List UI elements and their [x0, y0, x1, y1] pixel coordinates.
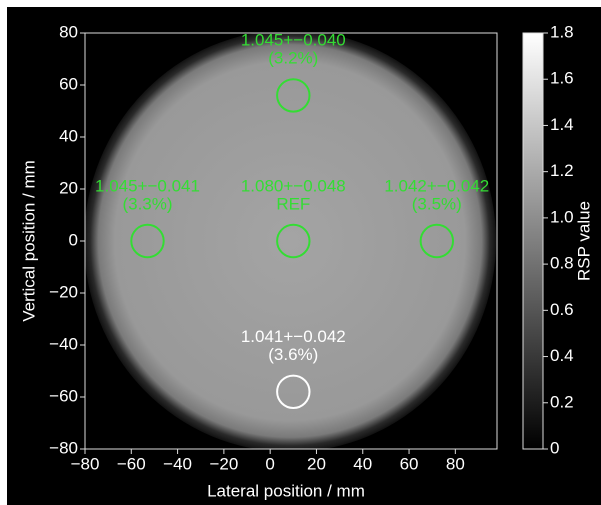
x-tick-label: 20 — [307, 454, 326, 473]
x-tick-label: 40 — [353, 454, 372, 473]
x-axis-label: Lateral position / mm — [207, 481, 365, 500]
x-tick-label: −20 — [209, 454, 238, 473]
roi-note: (3.2%) — [268, 49, 318, 68]
y-tick-label: 80 — [59, 22, 78, 41]
y-tick-label: 20 — [59, 178, 78, 197]
x-tick-label: 80 — [446, 454, 465, 473]
colorbar-tick-label: 1.4 — [550, 115, 574, 134]
y-axis-label: Vertical position / mm — [19, 160, 38, 322]
colorbar — [523, 33, 543, 449]
chart: Lateral position / mm Vertical position … — [0, 0, 601, 505]
y-tick-label: 60 — [59, 74, 78, 93]
roi-value: 1.041+−0.042 — [241, 327, 346, 346]
colorbar-tick-label: 1.8 — [550, 22, 574, 41]
colorbar-tick-label: 0.6 — [550, 300, 574, 319]
roi-note: REF — [276, 194, 310, 213]
colorbar-label: RSP value — [574, 201, 593, 281]
x-tick-label: −60 — [117, 454, 146, 473]
x-tick-label: 60 — [400, 454, 419, 473]
colorbar-tick-label: 0.2 — [550, 392, 574, 411]
y-tick-label: 40 — [59, 126, 78, 145]
colorbar-tick-label: 1.2 — [550, 161, 574, 180]
colorbar-tick-label: 0.4 — [550, 346, 574, 365]
roi-value: 1.045+−0.041 — [95, 176, 200, 195]
y-tick-label: −40 — [49, 334, 78, 353]
roi-value: 1.042+−0.042 — [384, 176, 489, 195]
colorbar-tick-label: 0 — [550, 438, 559, 457]
y-tick-label: 0 — [69, 230, 78, 249]
colorbar-tick-label: 0.8 — [550, 254, 574, 273]
roi-note: (3.6%) — [268, 345, 318, 364]
phantom-image — [84, 30, 496, 452]
page: {"chart_data": {"type": "image", "xlabel… — [0, 0, 601, 505]
roi-value: 1.045+−0.040 — [241, 31, 346, 50]
colorbar-tick-label: 1.6 — [550, 69, 574, 88]
roi-note: (3.3%) — [122, 194, 172, 213]
x-tick-label: 0 — [265, 454, 274, 473]
x-tick-label: −40 — [163, 454, 192, 473]
y-tick-label: −80 — [49, 438, 78, 457]
roi-value: 1.080+−0.048 — [241, 176, 346, 195]
roi-note: (3.5%) — [412, 194, 462, 213]
colorbar-tick-label: 1.0 — [550, 207, 574, 226]
y-tick-label: −20 — [49, 282, 78, 301]
y-tick-label: −60 — [49, 386, 78, 405]
